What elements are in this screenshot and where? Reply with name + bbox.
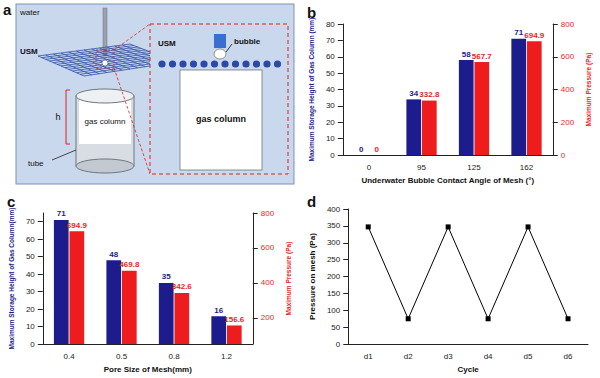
- svg-text:0: 0: [30, 340, 35, 349]
- svg-text:0: 0: [336, 340, 341, 349]
- svg-text:469.8: 469.8: [119, 260, 140, 269]
- svg-text:Pressure on mesh (Pa): Pressure on mesh (Pa): [308, 233, 317, 320]
- svg-text:h: h: [55, 112, 60, 122]
- svg-text:567.7: 567.7: [472, 52, 493, 61]
- svg-text:d: d: [307, 193, 316, 210]
- svg-text:0: 0: [330, 151, 335, 160]
- svg-text:Maximum Storage Height of Gas: Maximum Storage Height of Gas Column (mm…: [308, 18, 316, 162]
- svg-text:40: 40: [26, 270, 35, 279]
- svg-text:0: 0: [375, 145, 380, 154]
- svg-text:400: 400: [327, 205, 341, 214]
- svg-text:30: 30: [26, 287, 35, 296]
- svg-text:0.8: 0.8: [168, 352, 180, 361]
- svg-text:332.8: 332.8: [419, 90, 440, 99]
- svg-text:600: 600: [561, 52, 575, 61]
- svg-text:d6: d6: [564, 352, 573, 361]
- svg-text:200: 200: [327, 272, 341, 281]
- svg-text:300: 300: [327, 238, 341, 247]
- svg-text:b: b: [307, 4, 316, 21]
- svg-text:60: 60: [326, 52, 335, 61]
- svg-text:0: 0: [359, 145, 364, 154]
- svg-text:gas column: gas column: [196, 114, 246, 124]
- svg-text:125: 125: [467, 163, 481, 172]
- svg-text:200: 200: [261, 313, 275, 322]
- svg-text:50: 50: [326, 69, 335, 78]
- svg-text:tube: tube: [28, 159, 44, 168]
- svg-text:100: 100: [327, 306, 341, 315]
- svg-text:162: 162: [520, 163, 534, 172]
- svg-text:water: water: [19, 8, 40, 17]
- svg-text:156.6: 156.6: [224, 315, 245, 324]
- svg-text:Maximum Storage Height of Gas: Maximum Storage Height of Gas Column(mm): [8, 208, 16, 350]
- svg-text:Maximum Pressure (Pa): Maximum Pressure (Pa): [585, 53, 593, 127]
- svg-text:Maximum Pressure (Pa): Maximum Pressure (Pa): [285, 242, 293, 316]
- svg-text:58: 58: [462, 50, 471, 59]
- svg-text:gas column: gas column: [85, 117, 126, 126]
- svg-text:Pore Size of Mesh(mm): Pore Size of Mesh(mm): [104, 365, 192, 374]
- svg-text:20: 20: [326, 118, 335, 127]
- svg-text:350: 350: [327, 221, 341, 230]
- svg-text:d5: d5: [524, 352, 533, 361]
- svg-text:50: 50: [26, 252, 35, 261]
- svg-text:d1: d1: [364, 352, 373, 361]
- svg-text:694.9: 694.9: [67, 221, 88, 230]
- svg-text:400: 400: [561, 85, 575, 94]
- svg-text:800: 800: [261, 209, 275, 218]
- svg-text:16: 16: [214, 306, 223, 315]
- svg-text:20: 20: [26, 305, 35, 314]
- svg-text:d3: d3: [444, 352, 453, 361]
- svg-text:0: 0: [367, 163, 372, 172]
- svg-text:250: 250: [327, 255, 341, 264]
- svg-text:150: 150: [327, 289, 341, 298]
- svg-text:40: 40: [326, 85, 335, 94]
- svg-text:50: 50: [331, 323, 340, 332]
- svg-text:600: 600: [261, 243, 275, 252]
- svg-text:0: 0: [561, 151, 566, 160]
- svg-text:35: 35: [162, 272, 171, 281]
- svg-text:c: c: [7, 193, 15, 210]
- svg-text:Underwater Bubble Contact Angl: Underwater Bubble Contact Angle of Mesh …: [361, 176, 534, 185]
- svg-text:342.6: 342.6: [172, 282, 193, 291]
- svg-text:10: 10: [26, 322, 35, 331]
- svg-text:34: 34: [409, 89, 418, 98]
- svg-text:694.9: 694.9: [524, 31, 545, 40]
- svg-text:48: 48: [109, 250, 118, 259]
- svg-text:400: 400: [261, 278, 275, 287]
- svg-text:71: 71: [57, 209, 66, 218]
- svg-text:95: 95: [417, 163, 426, 172]
- svg-text:10: 10: [326, 134, 335, 143]
- svg-text:USM: USM: [20, 47, 38, 56]
- svg-text:80: 80: [326, 20, 335, 29]
- svg-text:60: 60: [26, 235, 35, 244]
- svg-text:71: 71: [514, 28, 523, 37]
- svg-text:0.5: 0.5: [116, 352, 128, 361]
- svg-text:d4: d4: [484, 352, 493, 361]
- svg-text:Cycle: Cycle: [457, 365, 479, 374]
- svg-text:d2: d2: [404, 352, 413, 361]
- svg-text:0.4: 0.4: [63, 352, 75, 361]
- svg-text:800: 800: [561, 20, 575, 29]
- svg-text:a: a: [3, 1, 12, 18]
- svg-text:USM: USM: [158, 39, 176, 48]
- svg-text:70: 70: [26, 217, 35, 226]
- svg-text:70: 70: [326, 36, 335, 45]
- svg-text:200: 200: [561, 118, 575, 127]
- svg-text:30: 30: [326, 101, 335, 110]
- svg-text:bubble: bubble: [234, 37, 261, 46]
- svg-text:1.2: 1.2: [221, 352, 233, 361]
